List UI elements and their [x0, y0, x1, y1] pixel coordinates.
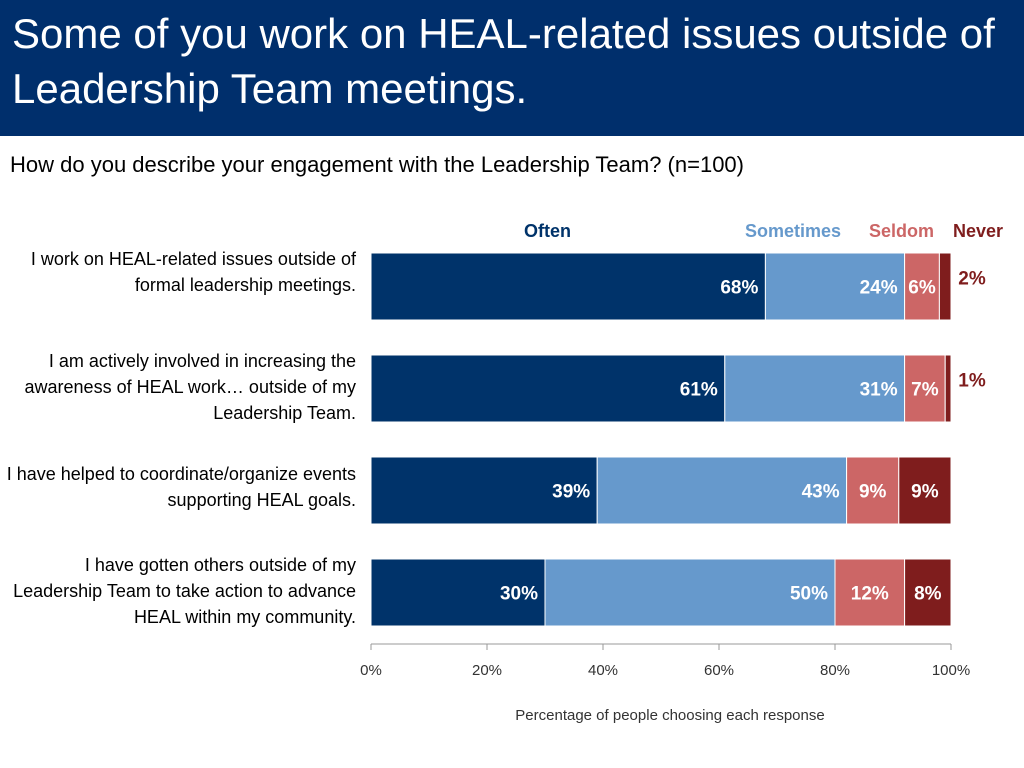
data-label-never-row-2: 1%: [958, 371, 986, 392]
legend-never: Never: [953, 221, 1004, 241]
legend-seldom: Seldom: [869, 221, 935, 241]
row-label-1: I work on HEAL-related issues outside of…: [30, 249, 356, 295]
bar-never-row-1: [938, 252, 952, 321]
row-label-3: I have helped to coordinate/organize eve…: [6, 464, 356, 510]
bar-seldom-row-1: [904, 252, 940, 321]
data-label-sometimes-row-2: 31%: [860, 380, 898, 401]
data-label-seldom-row-2: 7%: [911, 380, 939, 401]
bar-often-row-1: [370, 252, 766, 321]
data-label-seldom-row-4: 12%: [851, 584, 889, 605]
data-label-often-row-4: 30%: [500, 584, 538, 605]
row-label-4: I have gotten others outside of my Leade…: [13, 555, 356, 627]
x-axis-title: Percentage of people choosing each respo…: [515, 707, 825, 724]
data-label-seldom-row-1: 6%: [908, 278, 936, 299]
data-label-sometimes-row-1: 24%: [860, 278, 898, 299]
legend-often: Often: [524, 221, 571, 241]
x-tick-label-1: 20%: [472, 662, 502, 679]
x-tick-label-2: 40%: [588, 662, 618, 679]
title-bar: Some of you work on HEAL-related issues …: [0, 0, 1024, 136]
row-label-2: I am actively involved in increasing the…: [24, 351, 356, 423]
bar-seldom-row-2: [904, 354, 946, 423]
data-label-often-row-3: 39%: [552, 482, 590, 503]
data-label-sometimes-row-4: 50%: [790, 584, 828, 605]
bar-often-row-2: [370, 354, 726, 423]
bar-sometimes-row-4: [544, 558, 836, 627]
data-label-never-row-3: 9%: [911, 482, 939, 503]
data-label-often-row-1: 68%: [720, 278, 758, 299]
x-tick-label-5: 100%: [932, 662, 970, 679]
bar-never-row-3: [898, 456, 952, 525]
bar-often-row-4: [370, 558, 546, 627]
data-label-seldom-row-3: 9%: [859, 482, 887, 503]
data-label-never-row-4: 8%: [914, 584, 942, 605]
bar-never-row-4: [904, 558, 952, 627]
bar-never-row-2: [944, 354, 952, 423]
legend-sometimes: Sometimes: [745, 221, 842, 241]
data-label-never-row-1: 2%: [958, 269, 986, 290]
bar-seldom-row-4: [834, 558, 906, 627]
bar-sometimes-row-2: [724, 354, 906, 423]
x-tick-label-3: 60%: [704, 662, 734, 679]
data-label-often-row-2: 61%: [680, 380, 718, 401]
survey-question: How do you describe your engagement with…: [10, 152, 744, 177]
bar-sometimes-row-3: [596, 456, 848, 525]
x-tick-label-0: 0%: [360, 662, 382, 679]
slide-title: Some of you work on HEAL-related issues …: [12, 10, 995, 112]
data-label-sometimes-row-3: 43%: [802, 482, 840, 503]
x-tick-label-4: 80%: [820, 662, 850, 679]
